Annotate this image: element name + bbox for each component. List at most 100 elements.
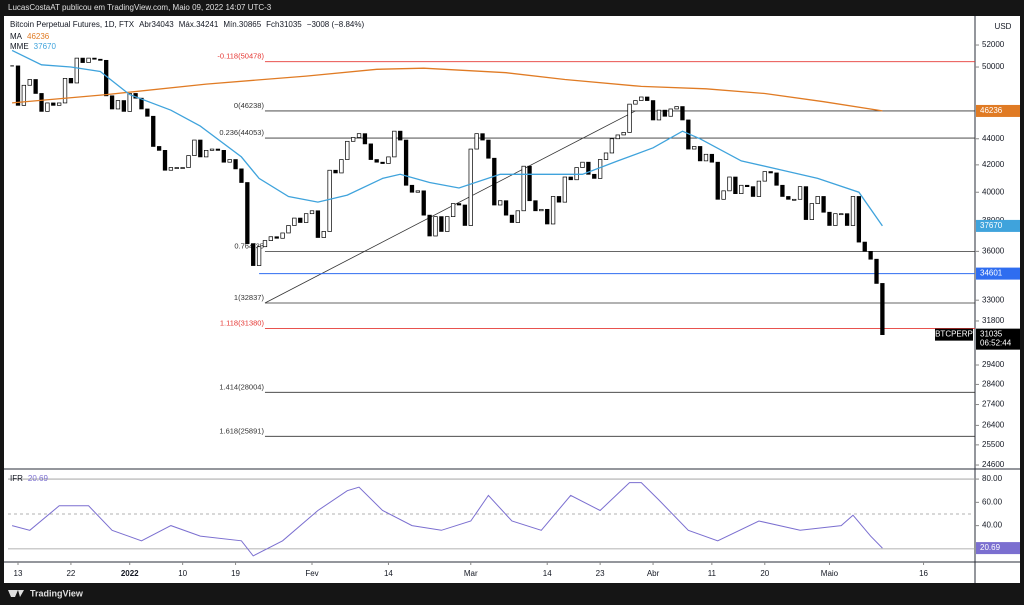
candle bbox=[74, 57, 79, 84]
candle bbox=[486, 139, 491, 159]
candle bbox=[456, 203, 462, 206]
ma-axis-label-box bbox=[976, 219, 1020, 232]
candle bbox=[844, 213, 850, 226]
candle bbox=[539, 208, 544, 212]
candle bbox=[204, 150, 209, 158]
candle bbox=[156, 146, 162, 151]
candle bbox=[198, 139, 203, 158]
candle bbox=[398, 130, 403, 141]
x-tick-label: 13 bbox=[14, 569, 23, 578]
candle bbox=[739, 184, 744, 194]
ma-axis-label: 37670 bbox=[980, 221, 1003, 230]
candle bbox=[368, 143, 373, 160]
candle bbox=[756, 180, 762, 197]
candle bbox=[403, 139, 409, 186]
legend-value: Mín.30865 bbox=[223, 20, 261, 29]
candle bbox=[627, 103, 632, 133]
candle bbox=[703, 153, 709, 162]
rsi-legend: IFR 20.69 bbox=[10, 474, 48, 483]
currency: USD bbox=[995, 22, 1012, 31]
candle bbox=[215, 148, 221, 151]
ma-axis-label: 46236 bbox=[980, 106, 1003, 115]
candle bbox=[68, 78, 74, 84]
candle bbox=[562, 176, 568, 203]
candle bbox=[121, 100, 126, 112]
candle bbox=[680, 106, 685, 121]
candle bbox=[139, 97, 144, 110]
fib-label: 1(32837) bbox=[234, 293, 265, 302]
candle bbox=[768, 171, 773, 174]
rsi-name: IFR bbox=[10, 474, 23, 483]
candle bbox=[186, 155, 191, 168]
candle bbox=[221, 150, 226, 163]
candle bbox=[256, 246, 262, 266]
candle bbox=[721, 190, 726, 200]
candle bbox=[621, 132, 626, 136]
candle bbox=[744, 184, 750, 188]
candle bbox=[145, 108, 150, 117]
candle bbox=[515, 210, 520, 223]
candle bbox=[162, 150, 168, 171]
rsi-tick-label: 80.00 bbox=[982, 474, 1003, 483]
candle bbox=[104, 59, 109, 97]
candle bbox=[609, 138, 615, 154]
rsi-value: 20.69 bbox=[28, 474, 49, 483]
y-tick-label: 40000 bbox=[982, 187, 1005, 196]
candle bbox=[421, 190, 426, 216]
candle bbox=[21, 84, 27, 106]
candle bbox=[868, 251, 873, 260]
candle bbox=[498, 200, 503, 206]
x-tick-label: Abr bbox=[647, 569, 660, 578]
ma-name: MA bbox=[10, 32, 23, 41]
fib-label: -0.118(50478) bbox=[217, 52, 264, 61]
candle bbox=[57, 102, 62, 106]
candle bbox=[850, 196, 856, 226]
candle bbox=[351, 137, 356, 142]
rsi-line bbox=[11, 482, 883, 557]
candle bbox=[427, 214, 432, 237]
fib-label: 1.414(28004) bbox=[219, 382, 264, 391]
candle bbox=[656, 109, 662, 121]
x-tick-label: 22 bbox=[66, 569, 75, 578]
fib-label: 0.236(44053) bbox=[219, 128, 264, 137]
candle bbox=[774, 172, 779, 186]
candle bbox=[809, 203, 814, 220]
candle bbox=[298, 217, 303, 223]
ma-axis-label-box bbox=[976, 104, 1020, 117]
fib-label: 1.118(31380) bbox=[220, 318, 265, 327]
candle bbox=[168, 167, 174, 171]
candle bbox=[692, 146, 697, 150]
candle bbox=[821, 196, 826, 213]
candle bbox=[251, 243, 256, 266]
x-tick-label: Fev bbox=[305, 569, 318, 578]
candle bbox=[86, 57, 91, 63]
candle bbox=[509, 214, 515, 223]
y-tick-label: 24600 bbox=[982, 460, 1005, 469]
header: LucasCostaAT publicou em TradingView.com… bbox=[8, 3, 272, 12]
fib-label: 0.764(35 bbox=[234, 241, 264, 250]
candle bbox=[762, 171, 767, 182]
ma-legend: MME 37670 bbox=[10, 42, 56, 51]
candle bbox=[545, 208, 550, 225]
candle bbox=[856, 196, 862, 243]
x-tick-label: 16 bbox=[919, 569, 928, 578]
candle bbox=[650, 100, 656, 121]
candle bbox=[815, 196, 820, 204]
candle bbox=[633, 100, 638, 105]
candle bbox=[127, 93, 132, 112]
candle bbox=[445, 216, 450, 232]
candle bbox=[586, 161, 591, 175]
candle bbox=[803, 186, 809, 220]
y-tick-label: 36000 bbox=[982, 246, 1005, 255]
candle bbox=[550, 196, 556, 225]
candle bbox=[151, 115, 156, 147]
y-tick-label: 42000 bbox=[982, 160, 1005, 169]
x-tick-label: Maio bbox=[821, 569, 839, 578]
hline-axis-label: 34601 bbox=[980, 269, 1003, 278]
candle bbox=[833, 213, 838, 226]
candle bbox=[645, 96, 650, 101]
candle bbox=[192, 139, 197, 156]
candle bbox=[592, 173, 597, 179]
candle bbox=[27, 79, 32, 86]
candle bbox=[51, 102, 56, 106]
